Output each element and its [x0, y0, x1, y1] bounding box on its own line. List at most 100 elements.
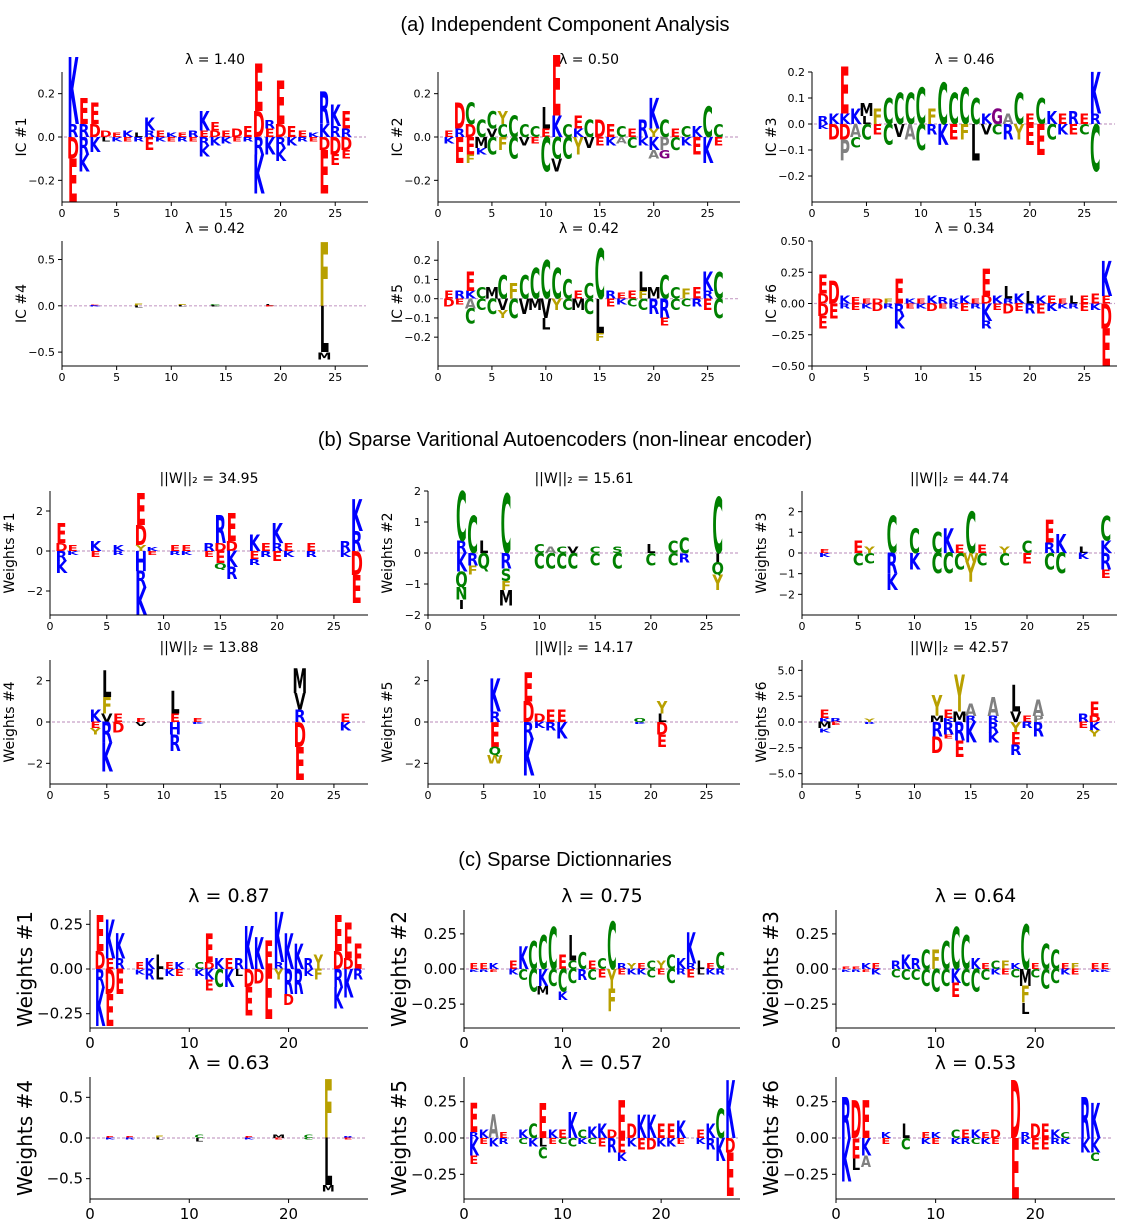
logo-glyph: K: [1055, 530, 1067, 559]
logo-glyph: A: [988, 693, 1000, 722]
logo-glyph: E: [861, 969, 870, 973]
logo-glyph: E: [181, 543, 191, 553]
x-tick-label: 10: [926, 1205, 945, 1223]
logo-glyph: E: [509, 959, 518, 972]
logo-glyph: E: [1011, 729, 1021, 749]
logo-glyph: K: [819, 727, 832, 734]
logo-glyph: K: [180, 550, 193, 556]
logo-glyph: R: [274, 960, 284, 972]
x-tick-label: 25: [700, 620, 714, 633]
logo-glyph: E: [1079, 294, 1089, 306]
logo-glyph: E: [1022, 714, 1032, 724]
y-tick-label: 0.0: [414, 131, 432, 144]
logo-glyph: E: [264, 955, 273, 1036]
x-tick-label: 20: [644, 789, 658, 802]
logo-glyph: C: [562, 120, 572, 141]
logo-glyph: L: [1079, 545, 1089, 555]
y-tick-label: 0.25: [424, 925, 457, 943]
logo-glyph: L: [862, 114, 871, 127]
x-tick-label: 10: [553, 1034, 572, 1052]
logo-glyph: C: [487, 132, 497, 160]
logo-glyph: E: [1011, 1122, 1020, 1220]
logo-glyph: K: [573, 127, 585, 141]
logo-glyph: D: [1100, 298, 1112, 337]
logo-glyph: C: [861, 121, 872, 146]
logo-glyph: K: [871, 967, 882, 976]
logo-glyph: E: [125, 1136, 134, 1139]
logo-glyph: R: [260, 549, 272, 559]
logo-glyph: E: [1069, 122, 1079, 138]
logo-glyph: C: [1060, 1131, 1070, 1141]
x-tick-label: 10: [164, 207, 178, 220]
logo-glyph: C: [999, 549, 1010, 569]
logo-glyph: L: [568, 930, 576, 970]
x-tick-label: 10: [157, 620, 171, 633]
logo-glyph: F: [324, 1064, 333, 1158]
logo-glyph: K: [921, 1136, 932, 1146]
logo-glyph: K: [1013, 292, 1025, 308]
logo-glyph: E: [1058, 112, 1068, 128]
y-tick-label: −0.25: [783, 995, 829, 1013]
logo-glyph: R: [1003, 297, 1014, 305]
logo-glyph: E: [455, 131, 465, 172]
logo-glyph: I: [459, 598, 464, 613]
x-tick-label: 10: [908, 620, 922, 633]
logo-glyph: C: [702, 100, 712, 148]
x-tick-label: 10: [180, 1034, 199, 1052]
logo-glyph: Y: [626, 962, 637, 971]
panel-title: λ = 0.46: [934, 52, 994, 68]
logo-glyph: E: [254, 52, 264, 128]
logo-glyph: C: [556, 545, 567, 555]
logo-glyph: E: [105, 956, 114, 973]
logo-glyph: K: [220, 135, 232, 145]
logo-glyph: D: [656, 718, 668, 738]
logo-glyph: K: [244, 1138, 255, 1141]
logo-glyph: C: [456, 477, 467, 557]
logo-glyph: D: [522, 697, 534, 730]
logo-glyph: C: [465, 97, 475, 131]
logo-glyph: E: [829, 301, 839, 324]
logo-glyph: D: [871, 301, 883, 313]
logo-glyph: K: [1078, 551, 1090, 561]
logo-glyph: R: [454, 289, 465, 302]
logo-glyph: K: [1060, 967, 1071, 976]
logo-glyph: C: [937, 71, 948, 138]
logo-glyph: C: [943, 549, 954, 582]
logo-glyph: D: [850, 1090, 861, 1150]
logo-glyph: E: [466, 266, 476, 297]
logo-glyph: C: [965, 501, 976, 567]
x-tick-label: 10: [914, 207, 928, 220]
logo-glyph: E: [573, 112, 583, 133]
logo-glyph: C: [931, 963, 941, 999]
logo-glyph: E: [819, 548, 829, 555]
logo-glyph: Y: [1009, 721, 1021, 737]
logo-glyph: K: [95, 978, 106, 1040]
logo-glyph: Y: [572, 132, 584, 160]
logo-glyph: E: [466, 132, 476, 160]
logo-glyph: E: [872, 122, 882, 138]
y-tick-label: 0: [36, 545, 43, 558]
logo-glyph: K: [819, 717, 832, 724]
logo-glyph: R: [226, 563, 237, 583]
logo-glyph: E: [1014, 301, 1024, 313]
panel-title: ||W||₂ = 44.74: [910, 471, 1009, 487]
y-tick-label: −2: [27, 757, 43, 770]
logo-glyph: K: [1090, 1096, 1101, 1151]
y-tick-label: −0.1: [404, 312, 431, 325]
panel-title: λ = 0.50: [559, 52, 619, 68]
logo-glyph: L: [646, 542, 656, 557]
x-tick-label: 10: [164, 371, 178, 384]
logo-glyph: C: [666, 965, 676, 987]
logo-glyph: V: [101, 713, 113, 726]
logo-glyph: D: [926, 301, 938, 313]
logo-glyph: K: [194, 967, 205, 979]
x-tick-label: 20: [1023, 371, 1037, 384]
logo-glyph: E: [244, 979, 253, 1025]
x-tick-label: 25: [1077, 207, 1091, 220]
logo-glyph: E: [831, 721, 841, 726]
logo-glyph: R: [78, 133, 89, 161]
x-tick-label: 5: [480, 789, 487, 802]
logo-glyph: D: [209, 129, 221, 139]
logo-glyph: F: [1071, 962, 1080, 971]
